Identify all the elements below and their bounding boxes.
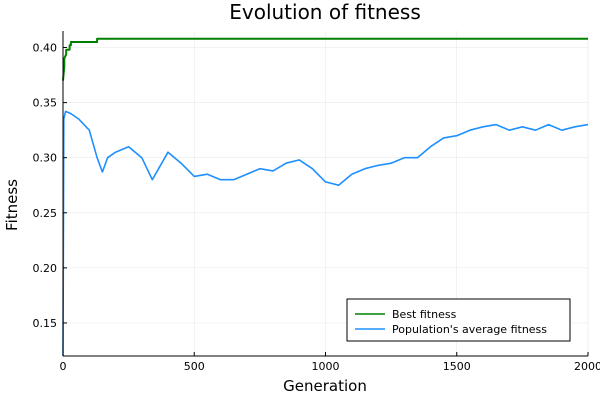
y-tick-label: 0.20 [33,262,58,275]
x-tick-label: 1000 [312,360,340,373]
y-tick-label: 0.30 [33,152,58,165]
series-best-fitness-line [62,37,588,81]
grid-lines [62,31,589,356]
x-tick-label: 1500 [443,360,471,373]
y-tick-label: 0.35 [33,97,58,110]
series-average-fitness-line [62,110,589,357]
x-axis-title: Generation [283,377,367,395]
y-tick-label: 0.40 [33,42,58,55]
axes: 0 500 1000 1500 2000 0.15 0.20 0.25 0.30 0.35 0.40 [33,31,600,373]
y-tick-label: 0.15 [33,317,58,330]
legend-label-best: Best fitness [392,308,457,321]
series-layer [62,37,589,357]
x-tick-label: 2000 [574,360,600,373]
legend: Best fitness Population's average fitnes… [346,298,571,342]
x-tick-label: 0 [60,360,67,373]
chart-title: Evolution of fitness [229,0,421,24]
x-tick-label: 500 [184,360,205,373]
legend-box [346,298,571,342]
y-tick-label: 0.25 [33,207,58,220]
y-axis-title: Fitness [3,179,21,231]
legend-label-average: Population's average fitness [392,323,547,336]
